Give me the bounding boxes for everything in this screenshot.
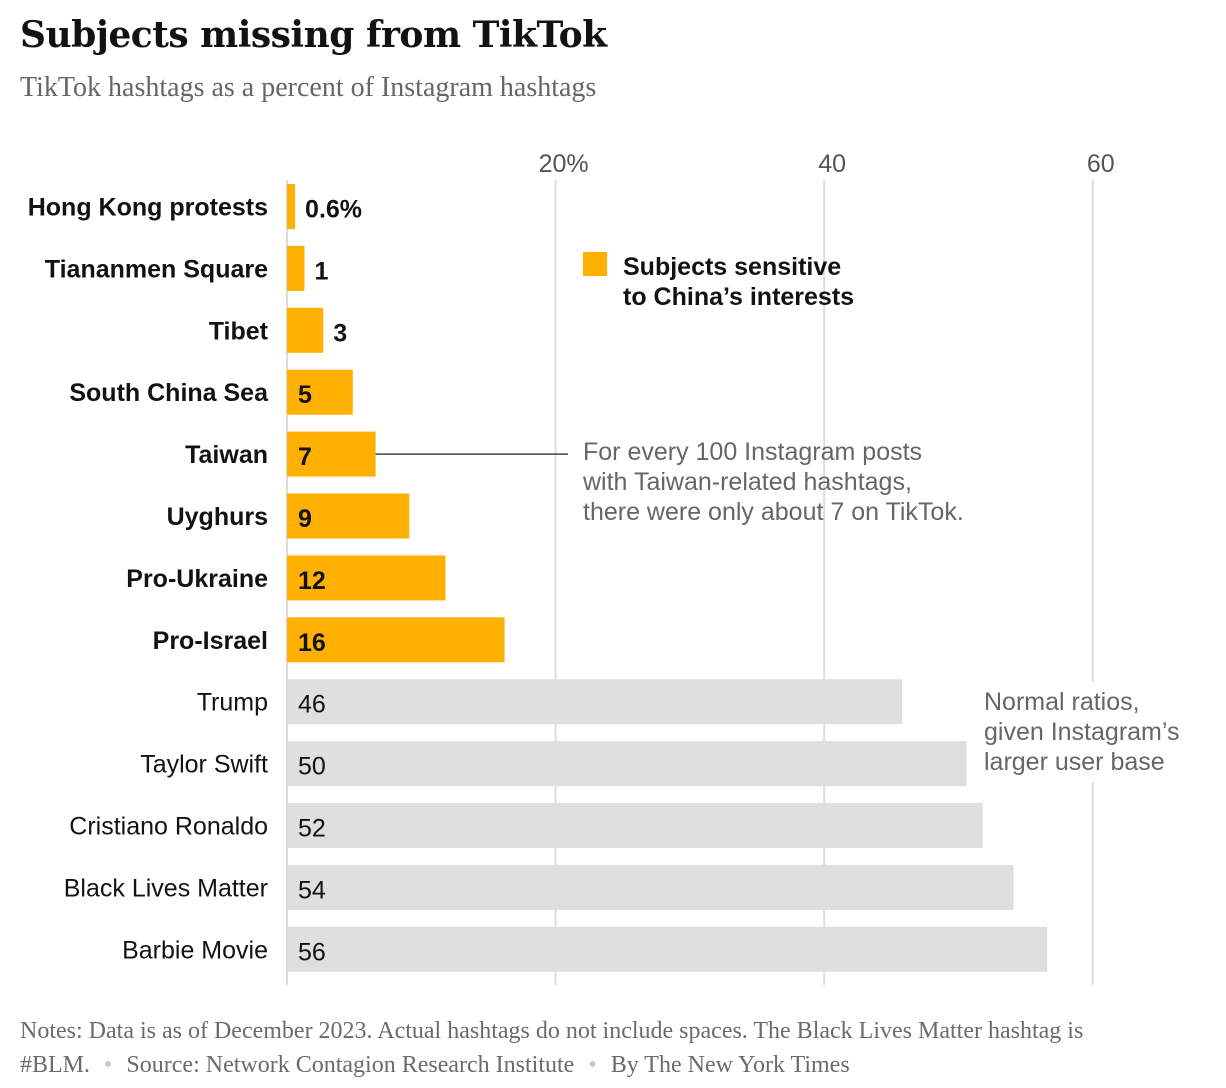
category-label: Uyghurs bbox=[167, 503, 268, 531]
chart-subtitle: TikTok hashtags as a percent of Instagra… bbox=[20, 72, 597, 103]
annotation-text: there were only about 7 on TikTok. bbox=[583, 498, 964, 526]
legend-label: Subjects sensitive bbox=[623, 253, 841, 281]
value-label: 5 bbox=[298, 381, 312, 409]
value-label: 7 bbox=[298, 443, 312, 471]
legend-swatch bbox=[583, 252, 607, 276]
bar-chart: 20% 40 60 Hong Kong protests 0.6% Tiananmen S… bbox=[27, 150, 1203, 985]
annotation-backdrop bbox=[978, 682, 1203, 782]
value-label: 54 bbox=[298, 876, 326, 904]
bar bbox=[287, 307, 324, 353]
category-label: Trump bbox=[197, 689, 268, 717]
value-label: 0.6% bbox=[305, 196, 362, 224]
category-label: Pro-Ukraine bbox=[126, 565, 268, 593]
bar bbox=[287, 926, 1048, 972]
bar bbox=[287, 864, 1014, 910]
legend-label: to China’s interests bbox=[623, 283, 854, 311]
bar bbox=[287, 803, 983, 848]
annotation-text: with Taiwan-related hashtags, bbox=[582, 468, 912, 496]
category-label: Tiananmen Square bbox=[45, 255, 268, 283]
category-label: Taiwan bbox=[185, 441, 268, 469]
separator-dot: • bbox=[104, 1052, 113, 1078]
value-label: 9 bbox=[298, 505, 312, 533]
value-label: 16 bbox=[298, 629, 326, 657]
x-tick-label: 20% bbox=[539, 150, 589, 178]
value-label: 50 bbox=[298, 753, 326, 781]
category-label: Pro-Israel bbox=[153, 627, 268, 655]
bar bbox=[287, 617, 505, 663]
credit-text: By The New York Times bbox=[610, 1052, 850, 1078]
chart-title: Subjects missing from TikTok bbox=[20, 14, 607, 56]
bar bbox=[287, 741, 967, 787]
source-text: Source: Network Contagion Research Insti… bbox=[126, 1052, 575, 1078]
annotation-text: given Instagram’s bbox=[984, 718, 1179, 746]
value-label: 46 bbox=[298, 691, 326, 719]
value-label: 1 bbox=[314, 257, 328, 285]
bar bbox=[287, 245, 305, 291]
value-label: 12 bbox=[298, 567, 326, 595]
separator-dot: • bbox=[588, 1052, 597, 1078]
footer-notes: Notes: Data is as of December 2023. Actu… bbox=[20, 1014, 1210, 1082]
bar bbox=[287, 555, 446, 601]
annotation-text: Normal ratios, bbox=[984, 688, 1140, 716]
bar bbox=[287, 493, 410, 539]
bar bbox=[287, 679, 903, 725]
category-label: South China Sea bbox=[69, 379, 269, 407]
bar bbox=[287, 431, 376, 477]
annotation-text: larger user base bbox=[984, 748, 1165, 776]
x-tick-label: 40 bbox=[818, 150, 846, 178]
category-label: Tibet bbox=[209, 317, 269, 345]
category-label: Cristiano Ronaldo bbox=[69, 813, 268, 841]
notes-text: Notes: Data is as of December 2023. Actu… bbox=[20, 1018, 1084, 1078]
category-label: Barbie Movie bbox=[122, 936, 268, 964]
category-label: Black Lives Matter bbox=[64, 874, 268, 902]
category-label: Taylor Swift bbox=[140, 751, 268, 779]
bar bbox=[287, 369, 353, 415]
bar bbox=[287, 184, 296, 229]
annotation-text: For every 100 Instagram posts bbox=[583, 438, 922, 466]
value-label: 56 bbox=[298, 938, 326, 966]
value-label: 3 bbox=[333, 319, 347, 347]
category-label: Hong Kong protests bbox=[28, 194, 268, 222]
x-tick-label: 60 bbox=[1087, 150, 1115, 178]
value-label: 52 bbox=[298, 815, 326, 843]
